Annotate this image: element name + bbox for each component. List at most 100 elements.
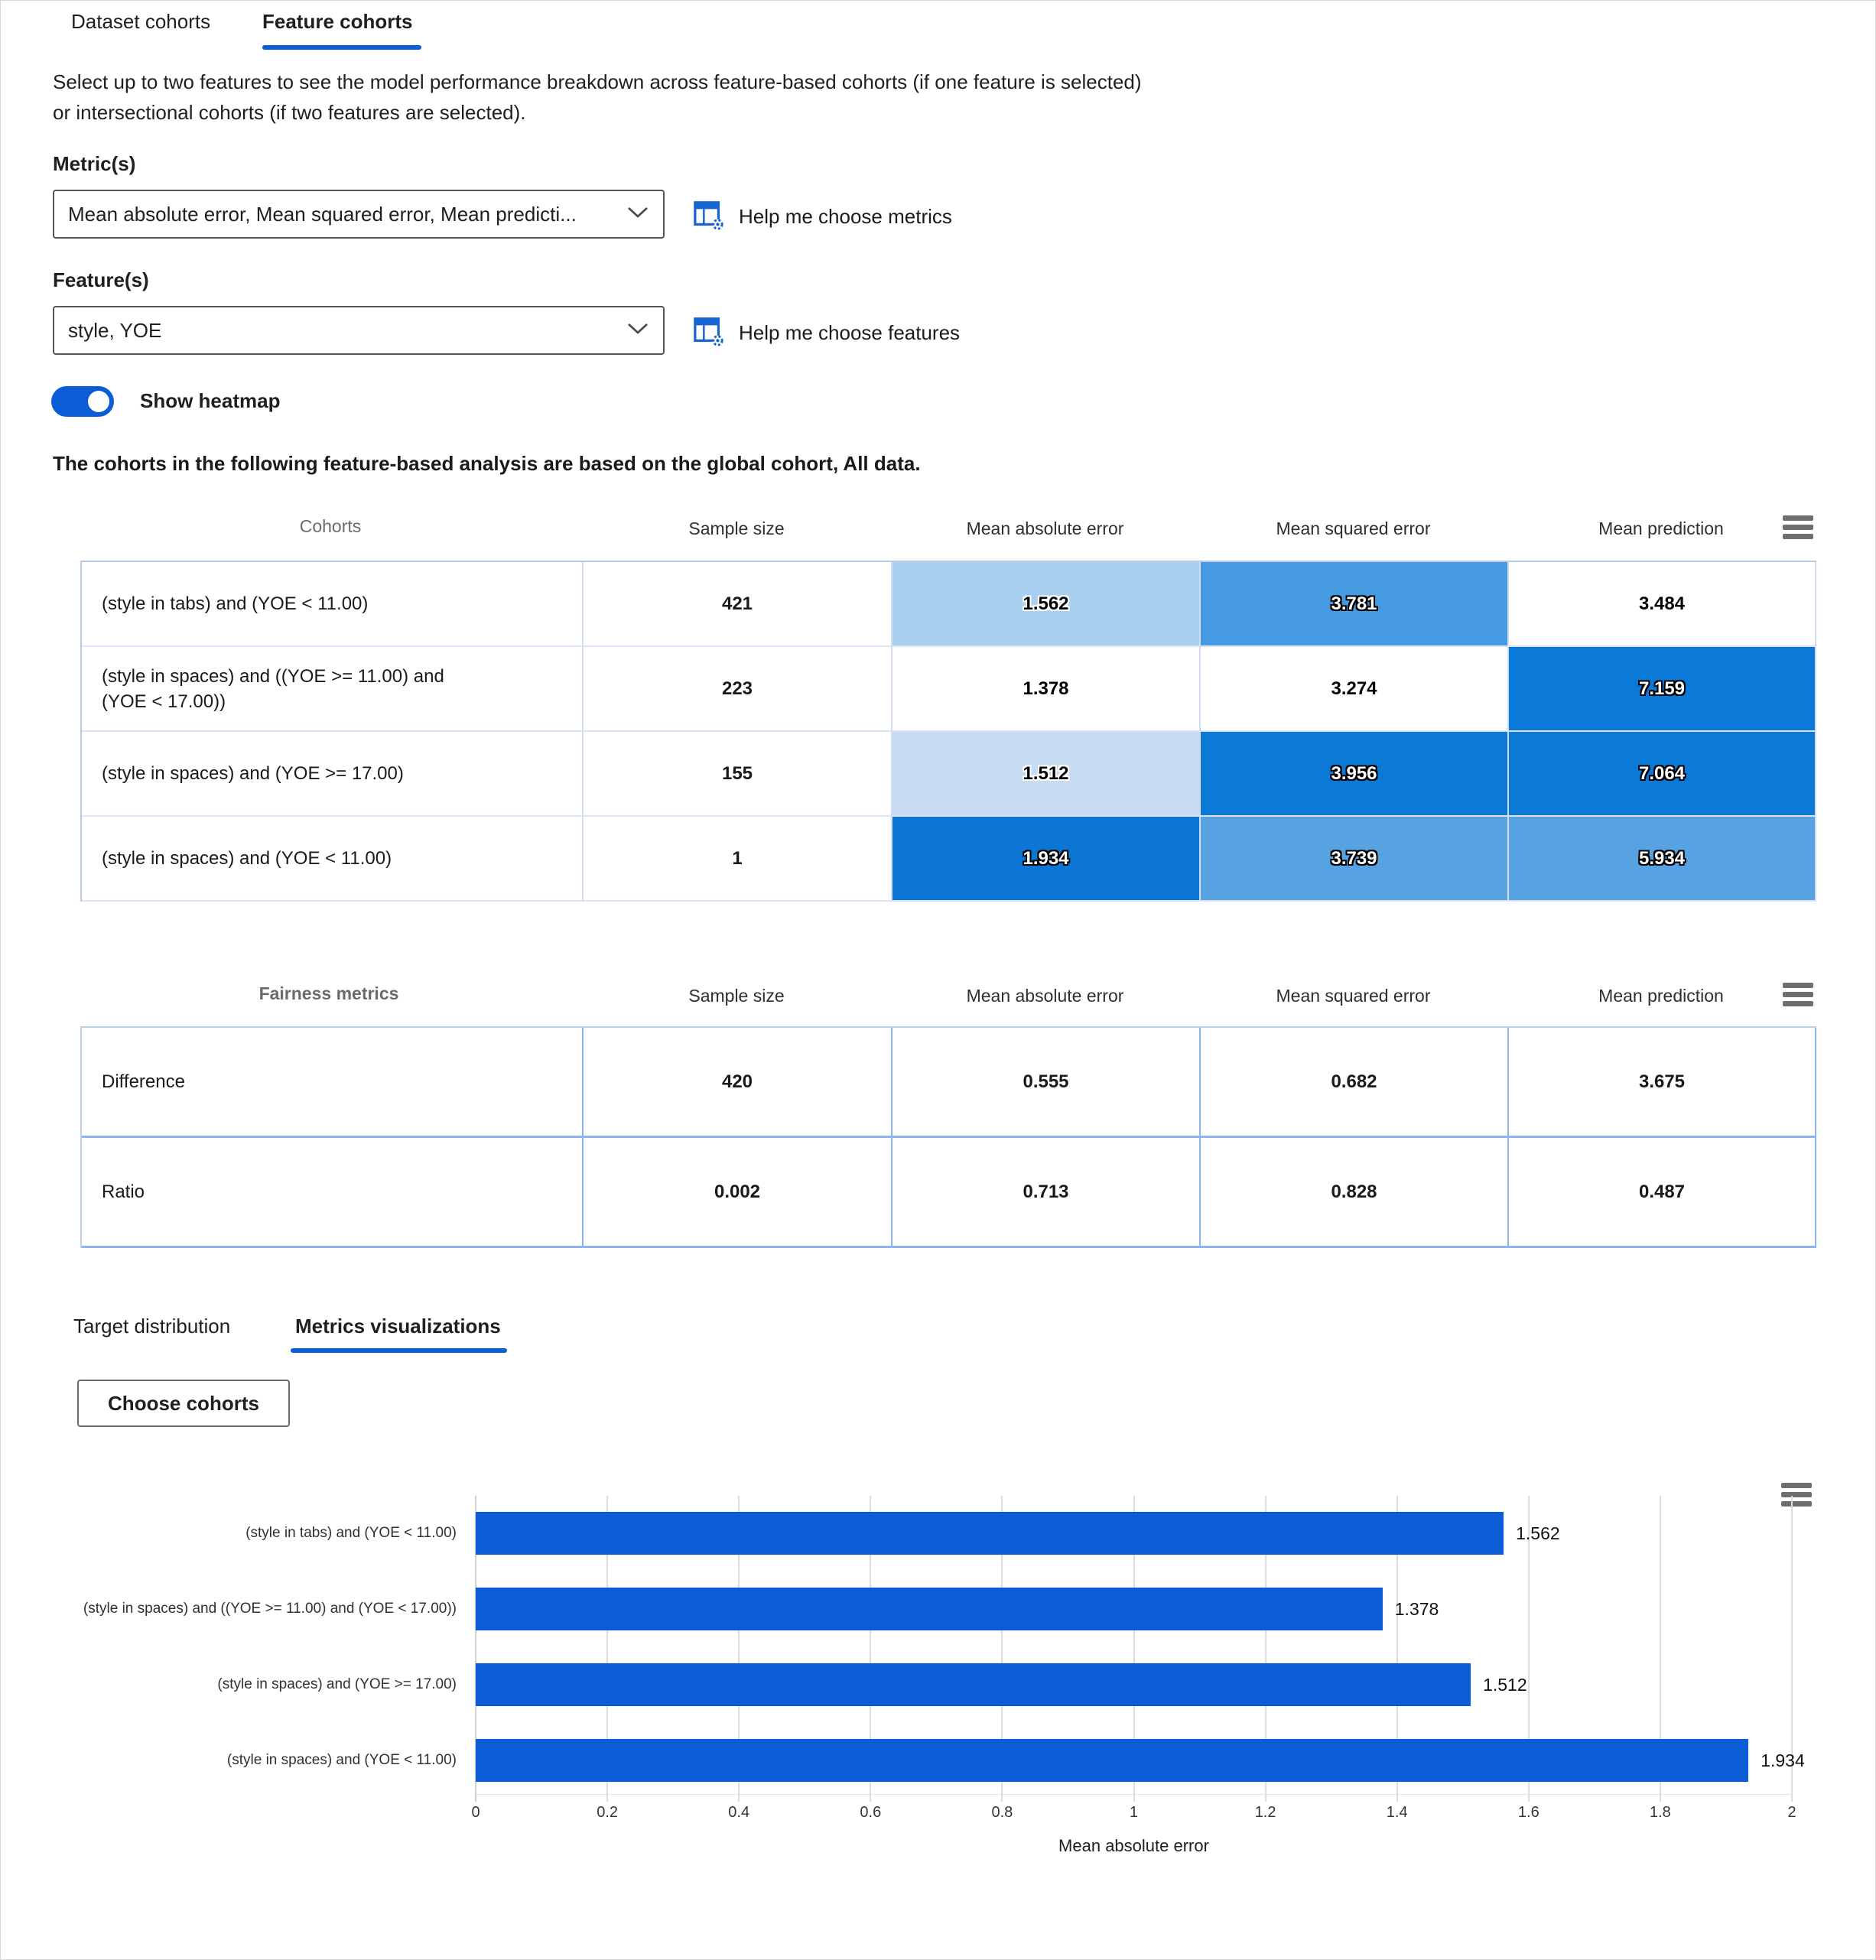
features-dropdown[interactable]: style, YOE: [53, 306, 665, 355]
gridline: [606, 1496, 609, 1802]
choose-cohorts-button[interactable]: Choose cohorts: [77, 1380, 290, 1427]
fairness-table-title: Fairness metrics: [258, 983, 399, 1003]
heatmap-cell: 1.562: [892, 562, 1201, 647]
chart-category-axis: (style in tabs) and (YOE < 11.00) (style …: [1, 1454, 457, 1836]
column-header-mean-absolute-error: Mean absolute error: [966, 986, 1124, 1006]
heatmap-cell: 3.781: [1201, 562, 1509, 647]
cohort-name-cell: (style in spaces) and (YOE < 11.00): [82, 817, 584, 902]
metrics-dropdown-value: Mean absolute error, Mean squared error,…: [68, 202, 577, 226]
x-tick-label: 0: [471, 1804, 480, 1821]
bar[interactable]: [476, 1512, 1504, 1555]
bar[interactable]: [476, 1739, 1749, 1782]
y-category-label: (style in spaces) and ((YOE >= 11.00) an…: [83, 1601, 457, 1617]
chart-menu-icon[interactable]: [1781, 1479, 1813, 1515]
sample-size-cell: 421: [584, 562, 892, 647]
fairness-value-cell: 0.713: [892, 1138, 1201, 1248]
tab-feature-cohorts[interactable]: Feature cohorts: [262, 10, 413, 33]
cohort-name: (style in spaces) and (YOE < 11.00): [102, 848, 392, 869]
y-category-label: (style in tabs) and (YOE < 11.00): [245, 1525, 457, 1541]
show-heatmap-label: Show heatmap: [140, 389, 281, 412]
heatmap-cell: 3.274: [1201, 647, 1509, 732]
column-header-mean-squared-error: Mean squared error: [1276, 986, 1431, 1006]
x-tick-label: 1.8: [1649, 1804, 1671, 1821]
fairness-metric-name-cell: Ratio: [82, 1138, 584, 1248]
gridline: [1791, 1496, 1793, 1802]
column-header-sample-size: Sample size: [688, 986, 785, 1006]
cohort-name: (style in spaces) and (YOE >= 17.00): [102, 763, 404, 784]
x-tick-label: 0.2: [597, 1804, 618, 1821]
fairness-value-cell: 0.555: [892, 1028, 1201, 1138]
chevron-down-icon: [626, 206, 649, 223]
bar-value-label: 1.378: [1394, 1599, 1439, 1619]
gridline: [1133, 1496, 1135, 1802]
heatmap-cell: 7.064: [1509, 732, 1816, 817]
bar-value-label: 1.934: [1761, 1750, 1805, 1770]
chart-plot-area: 1.562 1.378 1.512 1.934: [475, 1496, 1805, 1802]
tab-target-distribution[interactable]: Target distribution: [73, 1315, 231, 1338]
fairness-value-cell: 3.675: [1509, 1028, 1816, 1138]
heatmap-cell: 3.956: [1201, 732, 1509, 817]
features-dropdown-value: style, YOE: [68, 318, 162, 342]
global-cohort-note: The cohorts in the following feature-bas…: [53, 452, 921, 475]
sample-size-cell: 155: [584, 732, 892, 817]
show-heatmap-toggle[interactable]: [51, 386, 114, 417]
table-gear-icon: [693, 199, 725, 235]
page-description: Select up to two features to see the mod…: [53, 70, 1142, 124]
x-tick-label: 1.6: [1517, 1804, 1539, 1821]
gridline: [870, 1496, 872, 1802]
heatmap-cell: 7.159: [1509, 647, 1816, 732]
x-tick-label: 1.2: [1254, 1804, 1276, 1821]
fairness-metrics-table: Difference 420 0.555 0.682 3.675 Ratio 0.002 0.…: [80, 1026, 1816, 1248]
x-tick-label: 0.4: [728, 1804, 750, 1821]
fairness-value-cell: 0.682: [1201, 1028, 1509, 1138]
cohort-name-cell: (style in tabs) and (YOE < 11.00): [82, 562, 584, 647]
cohort-table-title: Cohorts: [299, 516, 362, 536]
column-header-mean-prediction: Mean prediction: [1598, 518, 1724, 538]
y-category-label: (style in spaces) and (YOE >= 17.00): [217, 1676, 457, 1692]
bar[interactable]: [476, 1663, 1471, 1706]
metrics-dropdown[interactable]: Mean absolute error, Mean squared error,…: [53, 190, 665, 239]
active-tab-underline: [262, 45, 421, 50]
cohort-name: (style in spaces) and ((YOE >= 11.00) an…: [102, 665, 444, 712]
gridline: [738, 1496, 740, 1802]
metrics-bar-chart: (style in tabs) and (YOE < 11.00) (style …: [1, 1454, 1875, 1897]
tab-dataset-cohorts[interactable]: Dataset cohorts: [71, 10, 211, 33]
column-header-mean-squared-error: Mean squared error: [1276, 518, 1431, 538]
sample-size-cell: 1: [584, 817, 892, 902]
fairness-table-menu-icon[interactable]: [1783, 979, 1815, 1015]
gridline: [1001, 1496, 1003, 1802]
fairness-metric-name-cell: Difference: [82, 1028, 584, 1138]
features-label: Feature(s): [53, 268, 149, 291]
cohort-name: (style in tabs) and (YOE < 11.00): [102, 593, 369, 614]
x-tick-label: 1.4: [1386, 1804, 1408, 1821]
fairness-value-cell: 0.828: [1201, 1138, 1509, 1248]
gridline: [475, 1496, 476, 1802]
heatmap-cell: 1.378: [892, 647, 1201, 732]
bar[interactable]: [476, 1588, 1383, 1630]
help-choose-features-link[interactable]: Help me choose features: [693, 311, 960, 354]
gridline: [1264, 1496, 1266, 1802]
gridline: [1527, 1496, 1530, 1802]
fairness-value-cell: 420: [584, 1028, 892, 1138]
tab-metrics-visualizations[interactable]: Metrics visualizations: [295, 1315, 501, 1338]
chevron-down-icon: [626, 322, 649, 339]
fairness-value-cell: 0.487: [1509, 1138, 1816, 1248]
cohort-heatmap-table: (style in tabs) and (YOE < 11.00) 421 1.56…: [80, 561, 1816, 902]
gridline: [1396, 1496, 1398, 1802]
heatmap-cell: 1.512: [892, 732, 1201, 817]
help-choose-features-label: Help me choose features: [739, 320, 961, 344]
help-choose-metrics-link[interactable]: Help me choose metrics: [693, 195, 952, 238]
fairness-value-cell: 0.002: [584, 1138, 892, 1248]
active-subtab-underline: [291, 1348, 507, 1353]
y-category-label: (style in spaces) and (YOE < 11.00): [226, 1752, 457, 1768]
column-header-mean-absolute-error: Mean absolute error: [966, 518, 1124, 538]
cohort-name-cell: (style in spaces) and (YOE >= 17.00): [82, 732, 584, 817]
column-header-sample-size: Sample size: [688, 518, 785, 538]
heatmap-cell: 5.934: [1509, 817, 1816, 902]
x-tick-label: 2: [1787, 1804, 1796, 1821]
heatmap-cell: 3.739: [1201, 817, 1509, 902]
cohort-name-cell: (style in spaces) and ((YOE >= 11.00) an…: [82, 647, 584, 732]
cohort-table-menu-icon[interactable]: [1783, 512, 1815, 548]
bar-value-label: 1.512: [1483, 1675, 1527, 1695]
